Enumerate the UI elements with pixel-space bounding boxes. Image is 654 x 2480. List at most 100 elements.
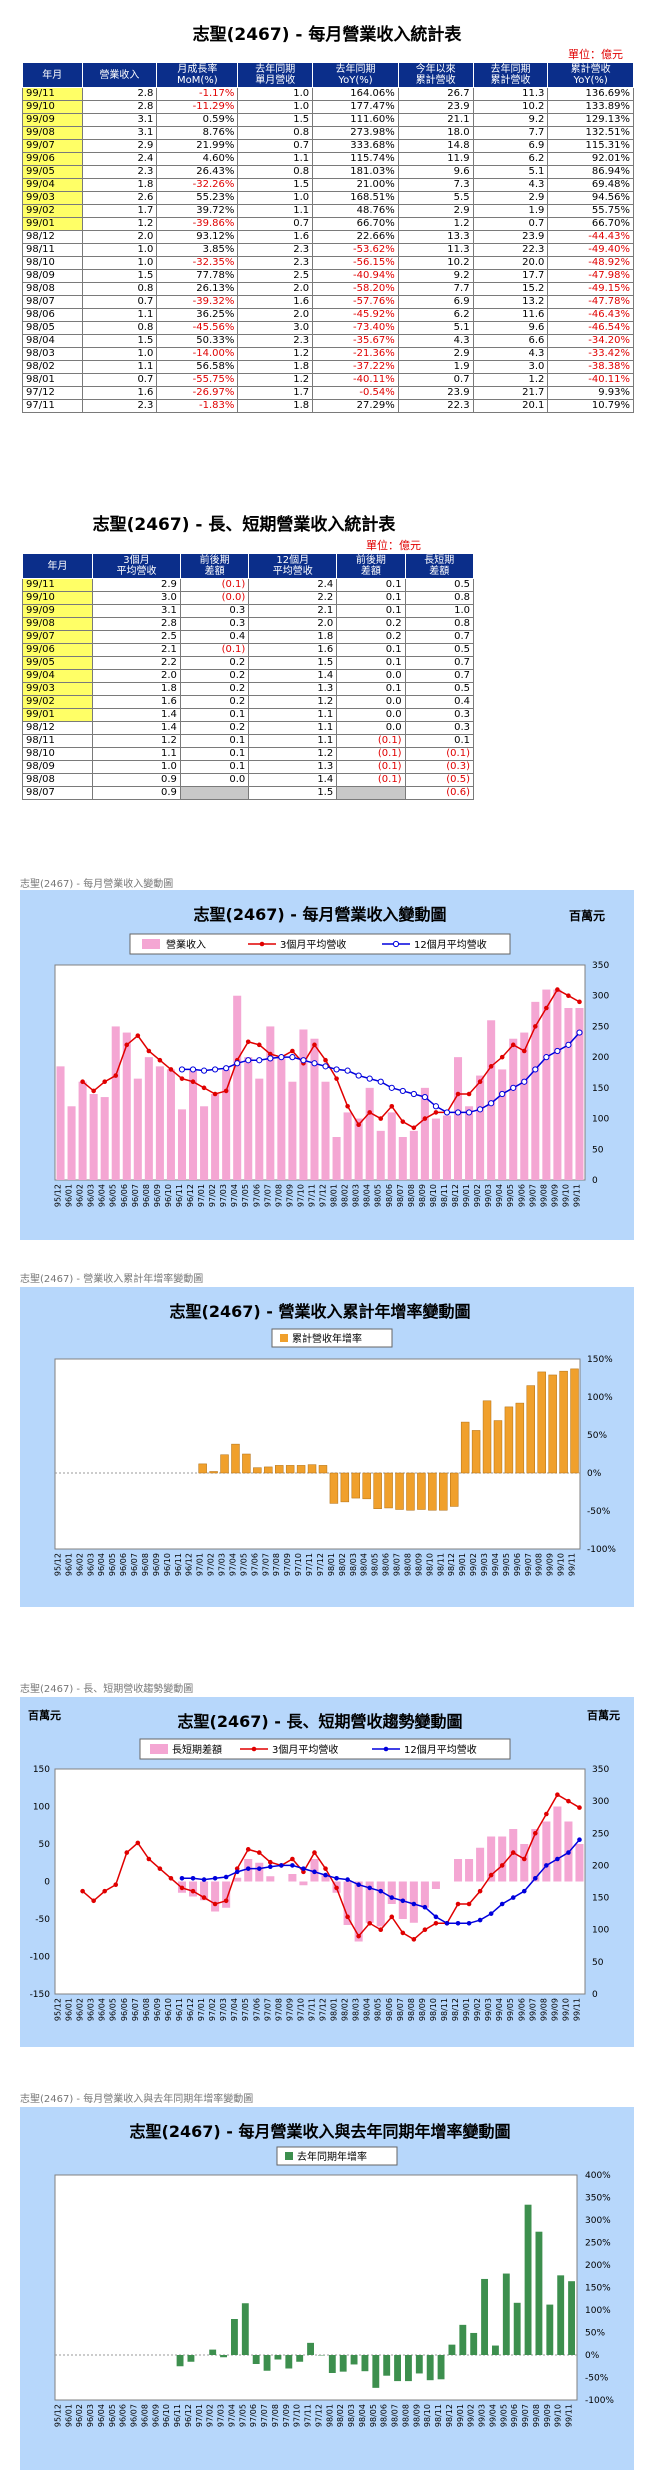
yoy-bar (502, 2273, 510, 2355)
table-cell: 1.5 (248, 656, 338, 670)
avg3m-point (113, 1882, 119, 1888)
x-tick-label: 97/01 (195, 2404, 204, 2427)
avg12m-point (577, 1837, 582, 1843)
table-cell: 0.7 (81, 295, 158, 309)
table-cell: 0.9 (92, 786, 181, 800)
avg3m-point (477, 1888, 483, 1894)
table-cell: -46.54% (547, 321, 634, 335)
yoy-bar (481, 2278, 488, 2355)
avg3m-point (499, 1863, 505, 1868)
table-cell: -53.62% (312, 243, 399, 257)
table-cell: 2.0 (237, 308, 314, 322)
revenue-bar (420, 1087, 429, 1180)
table-cell: 0.8 (81, 321, 158, 335)
x-tick-label: 96/09 (153, 1998, 162, 2021)
table-cell: 3.0 (472, 360, 549, 374)
table-row: 99/06 2.1 (0.1) 1.6 0.1 0.5 (22, 643, 475, 657)
avg12m-point (189, 1066, 197, 1073)
table-cell: 1.6 (237, 295, 314, 309)
avg12m-point (411, 1901, 417, 1907)
x-tick-label: 98/04 (363, 1998, 372, 2021)
avg12m-point (388, 1084, 395, 1091)
avg12m-point (554, 1047, 561, 1055)
table-cell: 1.1 (81, 360, 158, 374)
x-tick-label: 99/01 (462, 1998, 471, 2021)
table-cell: 11.9 (397, 152, 474, 166)
y-tick-label: 300 (592, 992, 609, 1002)
avg3m-point (499, 1054, 505, 1060)
revenue-bar (542, 989, 551, 1180)
avg3m-point (510, 1042, 516, 1048)
x-tick-label: 97/11 (304, 2404, 313, 2427)
avg3m-point (433, 1920, 439, 1926)
yoy-bar (220, 2355, 227, 2358)
long-short-diff-bar (575, 1844, 584, 1882)
x-tick-label: 98/12 (451, 1184, 460, 1207)
x-tick-label: 97/08 (274, 1184, 283, 1207)
table-cell: 2.3 (237, 334, 314, 348)
x-tick-label: 97/08 (272, 1553, 281, 1576)
revenue-bar (277, 1057, 286, 1180)
revenue-bar (78, 1081, 87, 1180)
table-row: 98/12 1.4 0.2 1.1 0.0 0.3 (22, 721, 475, 735)
avg3m-point (190, 1079, 196, 1085)
revenue-bar (288, 1081, 297, 1180)
y-tick-label: 250 (592, 1829, 609, 1839)
table-cell: 1.6 (248, 643, 338, 657)
avg12m-point (477, 1917, 483, 1923)
x-tick-label: 97/02 (208, 1184, 217, 1207)
x-tick-label: 96/07 (130, 1553, 139, 1576)
x-tick-label: 99/02 (473, 1998, 482, 2021)
table-cell: 0.1 (179, 708, 250, 722)
y-tick-label: 300 (592, 1797, 609, 1807)
table-cell: 6.9 (472, 139, 549, 153)
legend-box (139, 1738, 511, 1760)
avg3m-point (345, 1914, 350, 1920)
avg12m-point (465, 1109, 473, 1116)
yoy-bar (546, 2304, 554, 2355)
table-cell: 0.7 (472, 217, 549, 231)
table-cell: 13.2 (472, 295, 549, 309)
long-short-diff-bar (431, 1881, 440, 1889)
cumulative-yoy-bar (384, 1472, 393, 1509)
table-cell: 1.0 (404, 604, 475, 618)
table-cell: -1.17% (156, 87, 239, 101)
x-tick-label: 99/11 (568, 1553, 577, 1576)
y-tick-label: 200 (592, 1861, 609, 1871)
avg3m-point (521, 1856, 527, 1862)
y-tick-label: 400% (585, 2171, 611, 2181)
x-tick-label: 97/09 (283, 1553, 292, 1576)
revenue-bar (409, 1130, 418, 1180)
revenue-bar (111, 1026, 120, 1180)
table-cell: 0.8 (404, 617, 475, 631)
table-cell: 2.9 (397, 347, 474, 361)
table-cell: 1.8 (248, 630, 338, 644)
cumulative-yoy-bar (482, 1400, 492, 1474)
table-cell: 0.7 (397, 373, 474, 387)
cumulative-yoy-bar (373, 1472, 382, 1509)
x-tick-label: 96/10 (162, 2404, 171, 2427)
avg3m-point (102, 1079, 107, 1085)
avg3m-point (301, 1869, 306, 1875)
row-period: 99/02 (22, 204, 83, 218)
avg12m-point (499, 1901, 505, 1907)
avg12m-point (422, 1904, 428, 1910)
table-cell: 1.5 (248, 786, 338, 800)
table-cell: 0.1 (336, 578, 406, 592)
table-row: 98/11 1.0 3.85% 2.3 -53.62% 11.3 22.3 -49.40% (22, 243, 634, 257)
x-tick-label: 99/03 (480, 1553, 489, 1576)
revenue-bar (365, 1087, 374, 1180)
x-tick-label: 96/11 (175, 1998, 184, 2021)
x-tick-label: 98/03 (352, 1184, 361, 1207)
table-cell: 3.0 (92, 591, 181, 605)
avg3m-point (179, 1076, 185, 1081)
table-cell: 55.23% (156, 191, 239, 205)
avg3m-point (433, 1110, 439, 1115)
table-cell: 0.1 (179, 760, 250, 774)
column-header: 長短期 差額 (404, 553, 475, 579)
table-cell: 1.2 (248, 695, 338, 709)
avg12m-point (190, 1875, 196, 1881)
column-header: 月成長率 MoM(%) (156, 62, 239, 88)
table-cell: 0.3 (404, 721, 475, 735)
table-cell: 0.7 (404, 630, 475, 644)
